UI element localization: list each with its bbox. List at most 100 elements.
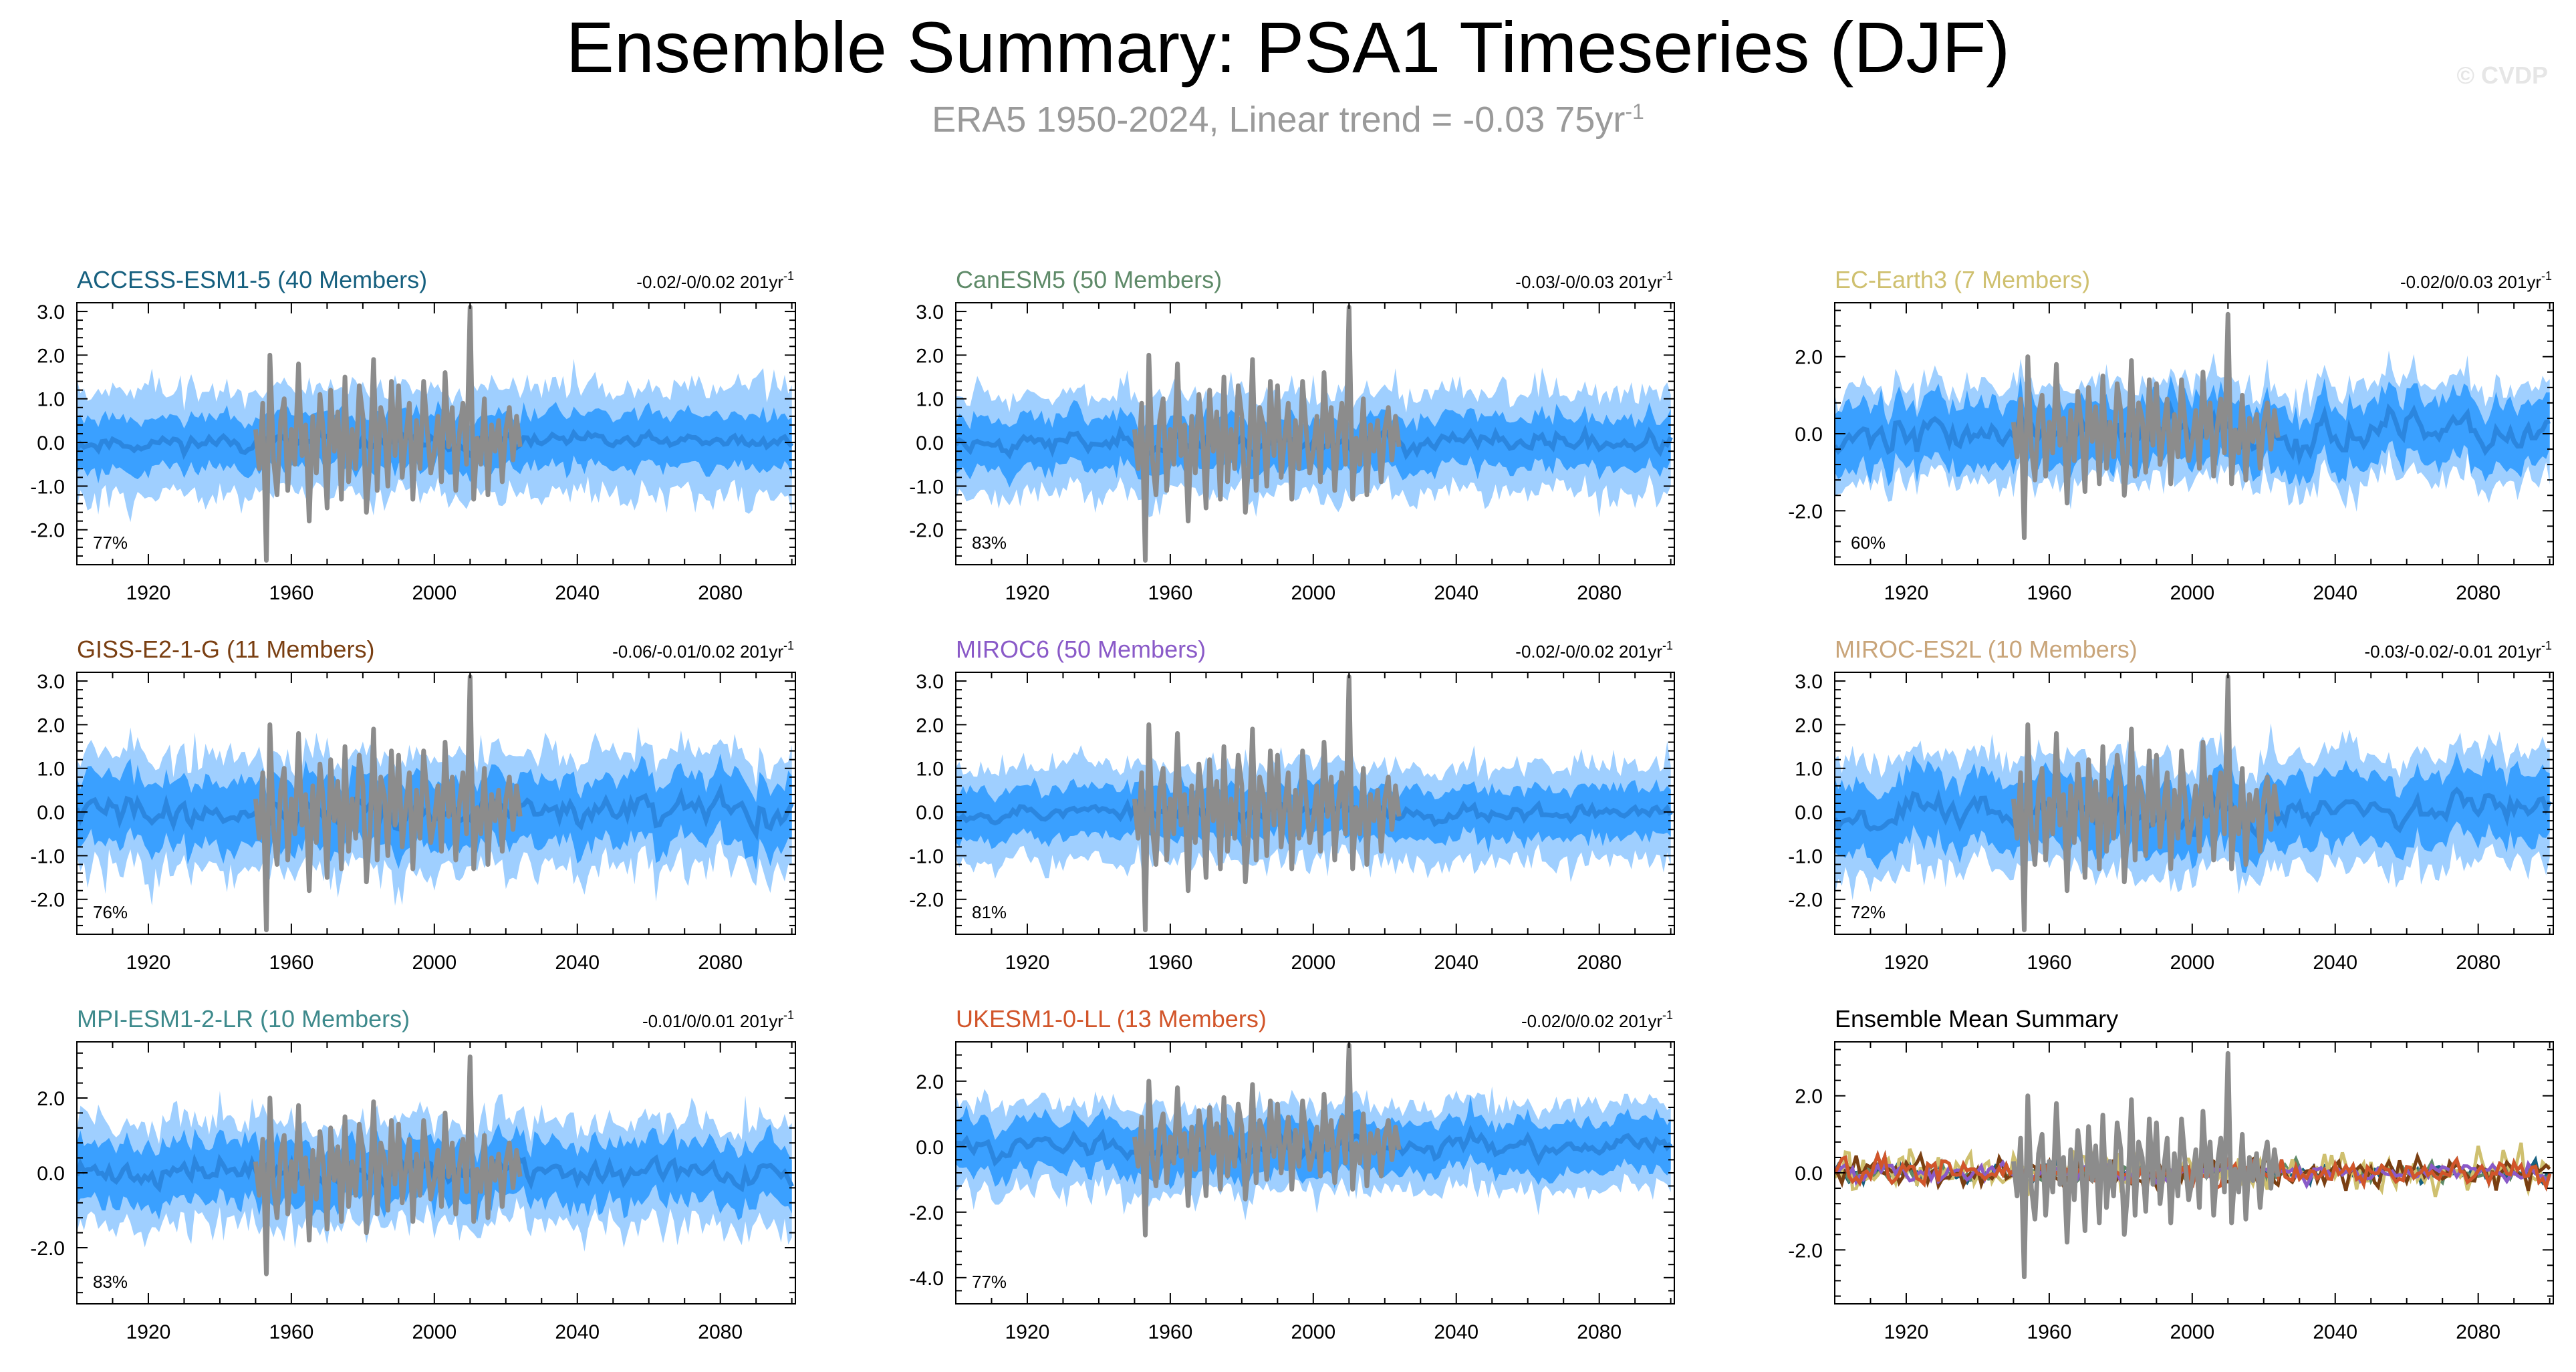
trend-superscript: -1	[1662, 639, 1673, 652]
x-tick-label: 1960	[2027, 582, 2072, 604]
percent-label: 77%	[93, 533, 128, 553]
y-tick-label: 0.0	[37, 802, 65, 824]
y-tick-label: 1.0	[916, 759, 944, 781]
panel-title: CanESM5 (50 Members)	[956, 266, 1222, 293]
chart-panel: 1920 1960 2000 2040 2080 2.0 0.0 -2.0 Ensemble M…	[1788, 1005, 2554, 1343]
x-tick-label: 2000	[412, 1321, 457, 1343]
x-tick-label: 2040	[2313, 1321, 2357, 1343]
y-tick-label: 2.0	[37, 714, 65, 736]
observations-line	[2011, 1051, 2281, 1280]
trend-label: -0.01/0/0.01 201yr-1	[642, 1008, 794, 1031]
plot-area	[1835, 674, 2552, 932]
y-tick-label: 2.0	[37, 1088, 65, 1110]
x-tick-label: 2080	[2456, 1321, 2500, 1343]
x-tick-label: 1960	[2027, 1321, 2072, 1343]
panel-title: MIROC6 (50 Members)	[956, 636, 1206, 663]
x-tick-label: 1960	[1148, 952, 1193, 974]
x-tick-label: 2080	[698, 952, 743, 974]
x-tick-label: 2000	[2170, 952, 2214, 974]
trend-value: -0.06/-0.01/0.02 201yr	[612, 642, 783, 662]
y-tick-label: 0.0	[1795, 1163, 1823, 1185]
y-tick-label: 2.0	[916, 714, 944, 736]
trend-value: -0.03/-0.02/-0.01 201yr	[2364, 642, 2541, 662]
y-tick-label: -1.0	[30, 476, 65, 498]
x-tick-label: 2000	[1291, 582, 1335, 604]
y-tick-label: 2.0	[916, 1071, 944, 1093]
x-tick-label: 2040	[555, 582, 600, 604]
x-tick-label: 1920	[1884, 1321, 1929, 1343]
y-tick-label: -2.0	[30, 889, 65, 912]
y-tick-label: 1.0	[1795, 759, 1823, 781]
x-tick-label: 2040	[2313, 582, 2357, 604]
x-tick-label: 1920	[126, 582, 171, 604]
y-tick-label: 3.0	[916, 301, 944, 323]
plot-area	[956, 674, 1673, 932]
y-tick-label: 3.0	[1795, 671, 1823, 693]
x-tick-label: 2040	[2313, 952, 2357, 974]
y-tick-label: -1.0	[909, 476, 944, 498]
panel-title: ACCESS-ESM1-5 (40 Members)	[77, 266, 427, 293]
y-tick-label: 2.0	[1795, 347, 1823, 369]
y-tick-label: -2.0	[909, 889, 944, 912]
y-tick-label: -2.0	[30, 520, 65, 542]
x-tick-label: 2040	[1434, 1321, 1478, 1343]
x-tick-label: 2080	[2456, 582, 2500, 604]
y-tick-label: -4.0	[909, 1268, 944, 1290]
watermark: © CVDP	[2456, 61, 2548, 89]
y-tick-label: 1.0	[916, 389, 944, 411]
chart-panel: 1920 1960 2000 2040 2080 3.0 2.0 1.0 0.0 -1.0 -2.0…	[909, 266, 1675, 604]
subtitle-superscript: -1	[1625, 100, 1644, 124]
chart-panel: 1920 1960 2000 2040 2080 2.0 0.0 -2.0 MPI-ESM1-2…	[30, 1005, 796, 1343]
plot-area	[956, 1043, 1673, 1238]
percent-label: 83%	[972, 533, 1007, 553]
y-tick-label: -2.0	[1788, 501, 1823, 523]
trend-superscript: -1	[783, 1008, 794, 1022]
x-tick-label: 1920	[126, 1321, 171, 1343]
x-tick-label: 1960	[1148, 582, 1193, 604]
plot-area	[77, 1054, 794, 1276]
plot-area	[1835, 311, 2551, 541]
observations-line	[1132, 1043, 1402, 1238]
y-tick-label: -1.0	[909, 845, 944, 867]
x-tick-label: 2080	[1577, 952, 1622, 974]
x-tick-label: 2080	[698, 1321, 743, 1343]
x-tick-label: 2000	[412, 952, 457, 974]
x-tick-label: 1960	[2027, 952, 2072, 974]
x-tick-label: 2000	[2170, 1321, 2214, 1343]
panel-title: Ensemble Mean Summary	[1835, 1005, 2118, 1033]
y-tick-label: 0.0	[916, 1137, 944, 1159]
panel-title: UKESM1-0-LL (13 Members)	[956, 1005, 1267, 1033]
subtitle-text: ERA5 1950-2024, Linear trend = -0.03 75y…	[932, 100, 1626, 140]
observations-line	[2011, 311, 2281, 541]
x-tick-label: 2000	[412, 582, 457, 604]
trend-label: -0.02/-0/0.02 201yr-1	[636, 269, 794, 292]
plot-area	[1835, 1051, 2552, 1280]
trend-superscript: -1	[1662, 1008, 1673, 1022]
trend-value: -0.02/0/0.03 201yr	[2400, 272, 2541, 292]
x-tick-label: 1920	[1005, 1321, 1050, 1343]
y-tick-label: 1.0	[37, 759, 65, 781]
y-tick-label: -1.0	[1788, 845, 1823, 867]
trend-value: -0.02/-0/0.02 201yr	[1515, 642, 1662, 662]
y-tick-label: -1.0	[30, 845, 65, 867]
x-tick-label: 2080	[1577, 1321, 1622, 1343]
percent-label: 77%	[972, 1272, 1007, 1292]
x-tick-label: 2040	[1434, 952, 1478, 974]
trend-superscript: -1	[2541, 639, 2552, 652]
trend-label: -0.02/-0/0.02 201yr-1	[1515, 639, 1673, 662]
y-tick-label: -2.0	[30, 1238, 65, 1260]
observations-line	[1132, 305, 1402, 563]
observations-line	[253, 305, 523, 563]
trend-label: -0.06/-0.01/0.02 201yr-1	[612, 639, 794, 662]
y-tick-label: 3.0	[916, 671, 944, 693]
chart-panel: 1920 1960 2000 2040 2080 2.0 0.0 -2.0 -4.0 UKESM1…	[909, 1005, 1675, 1343]
x-tick-label: 2040	[1434, 582, 1478, 604]
panel-title: MPI-ESM1-2-LR (10 Members)	[77, 1005, 410, 1033]
y-tick-label: 3.0	[37, 301, 65, 323]
x-tick-label: 2080	[1577, 582, 1622, 604]
trend-label: -0.03/-0.02/-0.01 201yr-1	[2364, 639, 2552, 662]
y-tick-label: 0.0	[1795, 802, 1823, 824]
x-tick-label: 1960	[269, 952, 314, 974]
y-tick-label: 1.0	[37, 389, 65, 411]
panel-title: EC-Earth3 (7 Members)	[1835, 266, 2090, 293]
